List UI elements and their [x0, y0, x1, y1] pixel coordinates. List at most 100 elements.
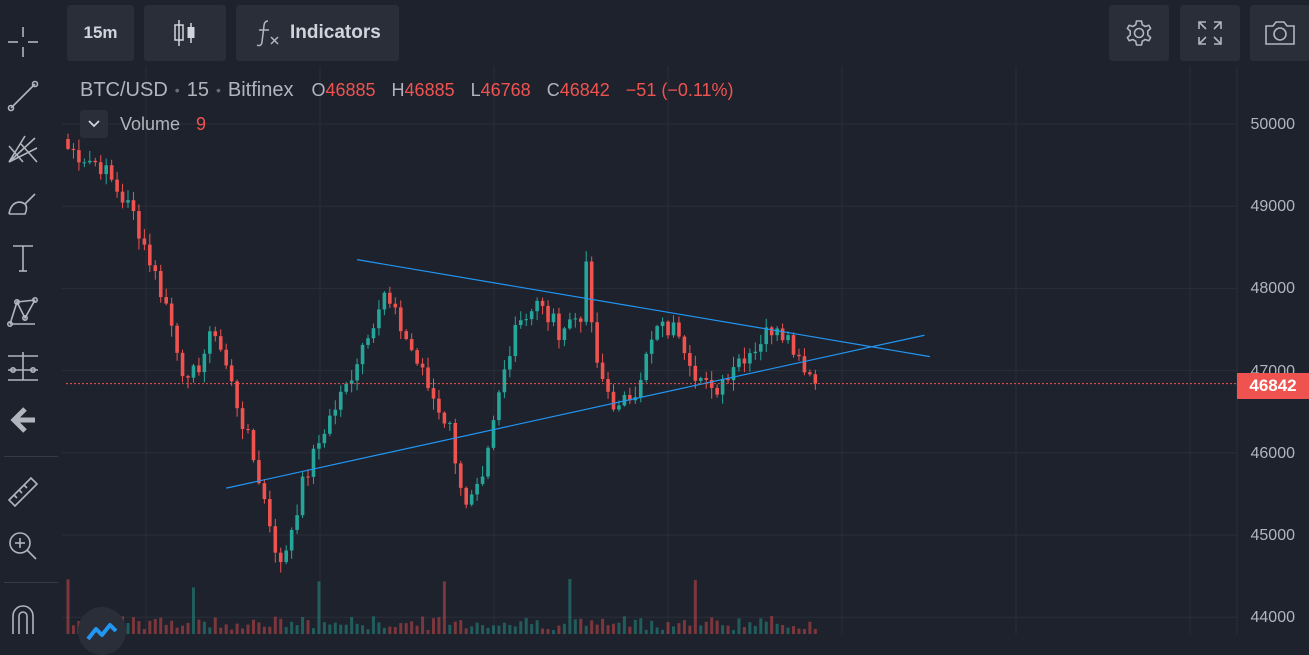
- volume-bar: [513, 626, 517, 634]
- candle-body: [251, 430, 256, 461]
- candle-body: [218, 336, 223, 350]
- volume-bar: [442, 581, 446, 634]
- interval-button[interactable]: 15m: [67, 5, 134, 61]
- candle-body: [66, 139, 70, 149]
- hide-toolbar-tool[interactable]: [1, 398, 45, 442]
- candle-body: [333, 409, 338, 416]
- chart-type-button[interactable]: [144, 5, 226, 61]
- brush-tool[interactable]: [1, 182, 45, 226]
- trendline-upper: [357, 259, 930, 358]
- drawing-toolbar: [0, 0, 62, 634]
- screenshot-button[interactable]: [1250, 5, 1309, 61]
- trend-line-tool[interactable]: [1, 74, 45, 118]
- volume-bar: [557, 625, 561, 634]
- fullscreen-icon: [1198, 21, 1222, 45]
- volume-bar: [464, 628, 468, 634]
- candle-body: [617, 405, 621, 410]
- volume-bar: [322, 622, 326, 634]
- volume-bar: [535, 620, 539, 634]
- candle-body: [235, 381, 239, 409]
- volume-bar: [715, 620, 719, 634]
- candle-body: [775, 328, 779, 336]
- volume-bar: [306, 620, 310, 634]
- zoom-tool[interactable]: [1, 524, 45, 568]
- symbol-label[interactable]: BTC/USD: [80, 78, 168, 101]
- indicators-label: Indicators: [290, 22, 381, 43]
- candle-body: [109, 165, 114, 180]
- low-key: L: [470, 79, 481, 100]
- candle-body: [742, 358, 747, 364]
- brush-icon: [8, 193, 36, 215]
- volume-bar: [721, 625, 725, 634]
- settings-button[interactable]: [1109, 5, 1169, 61]
- volume-bar: [732, 629, 736, 634]
- volume-bar: [213, 617, 217, 634]
- magnet-tool[interactable]: [1, 596, 45, 640]
- volume-bar: [170, 620, 174, 634]
- candle-body: [551, 313, 556, 323]
- candle-body: [486, 447, 490, 477]
- candle-body: [758, 344, 763, 352]
- candle-body: [115, 179, 119, 192]
- candle-body: [475, 483, 479, 495]
- high-key: H: [391, 79, 405, 100]
- candle-body: [497, 392, 501, 421]
- candle-body: [164, 297, 168, 304]
- volume-bar: [186, 622, 190, 634]
- candle-body: [568, 319, 572, 329]
- chart-grid: [62, 66, 1237, 634]
- prediction-tool[interactable]: [1, 344, 45, 388]
- volume-bar: [546, 629, 550, 634]
- crosshair-tool[interactable]: [1, 20, 45, 64]
- price-chart[interactable]: [0, 0, 1309, 634]
- candle-body: [682, 336, 687, 354]
- candle-body: [720, 378, 725, 395]
- candle-body: [300, 476, 305, 516]
- text-tool[interactable]: [1, 236, 45, 280]
- volume-bar: [612, 623, 615, 634]
- volume-bar: [802, 629, 806, 634]
- candle-body: [797, 354, 801, 357]
- candle-body: [748, 353, 752, 364]
- candle-body: [366, 338, 370, 345]
- candle-body: [273, 526, 278, 553]
- fullscreen-button[interactable]: [1180, 5, 1240, 61]
- volume-bar: [230, 629, 234, 634]
- volume-bar: [142, 628, 146, 634]
- ruler-tool[interactable]: [1, 470, 45, 514]
- pattern-tool[interactable]: [1, 290, 45, 334]
- candle-body: [284, 550, 288, 563]
- volume-bar: [71, 625, 75, 634]
- volume-bar: [622, 616, 626, 634]
- fib-tool[interactable]: [1, 128, 45, 172]
- close-key: C: [546, 79, 560, 100]
- candle-body: [442, 412, 447, 424]
- volume-bar: [437, 617, 441, 634]
- chart-legend: BTC/USD • 15 • Bitfinex O46885 H46885 L4…: [80, 76, 745, 104]
- volume-bar: [797, 628, 801, 634]
- camera-icon: [1265, 21, 1295, 45]
- volume-bar: [519, 621, 523, 634]
- candle-body: [175, 325, 179, 353]
- volume-bar: [737, 618, 741, 634]
- volume-bar: [699, 625, 703, 634]
- volume-bar: [377, 622, 381, 634]
- chevron-down-icon: [88, 120, 100, 128]
- candle-body: [731, 367, 736, 381]
- volume-bar: [333, 622, 337, 634]
- candle-body: [268, 499, 272, 527]
- high-value: 46885: [404, 79, 455, 100]
- collapse-legend-button[interactable]: [80, 110, 108, 138]
- candle-body: [306, 476, 310, 478]
- volume-bar: [497, 625, 501, 634]
- candle-body: [562, 328, 567, 341]
- candle-body: [431, 388, 436, 399]
- volume-bar: [573, 619, 577, 634]
- volume-bar: [448, 624, 452, 634]
- volume-bar: [491, 625, 495, 634]
- candle-body: [524, 319, 529, 321]
- candle-body: [338, 391, 343, 410]
- volume-label: Volume: [120, 113, 181, 134]
- volume-bar: [241, 628, 245, 634]
- indicators-button[interactable]: Indicators: [236, 5, 399, 61]
